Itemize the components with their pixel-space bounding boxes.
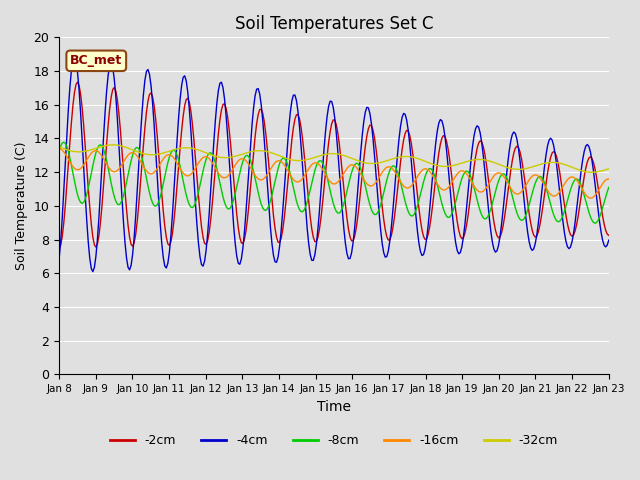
Text: BC_met: BC_met <box>70 54 122 67</box>
Y-axis label: Soil Temperature (C): Soil Temperature (C) <box>15 142 28 270</box>
Title: Soil Temperatures Set C: Soil Temperatures Set C <box>235 15 433 33</box>
Legend: -2cm, -4cm, -8cm, -16cm, -32cm: -2cm, -4cm, -8cm, -16cm, -32cm <box>105 430 563 453</box>
X-axis label: Time: Time <box>317 400 351 414</box>
